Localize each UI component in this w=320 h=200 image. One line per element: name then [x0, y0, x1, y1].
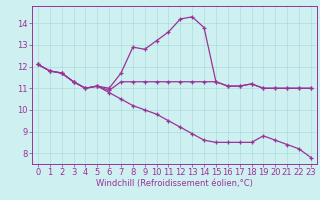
X-axis label: Windchill (Refroidissement éolien,°C): Windchill (Refroidissement éolien,°C) [96, 179, 253, 188]
